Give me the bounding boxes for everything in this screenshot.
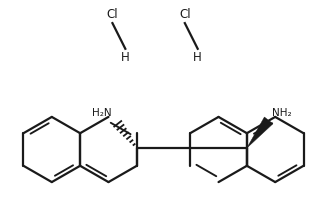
Polygon shape bbox=[247, 117, 273, 148]
Text: H: H bbox=[121, 51, 130, 64]
Text: NH₂: NH₂ bbox=[272, 108, 291, 118]
Text: H: H bbox=[193, 51, 202, 64]
Text: Cl: Cl bbox=[107, 8, 118, 21]
Text: Cl: Cl bbox=[179, 8, 191, 21]
Text: H₂N: H₂N bbox=[93, 108, 112, 118]
